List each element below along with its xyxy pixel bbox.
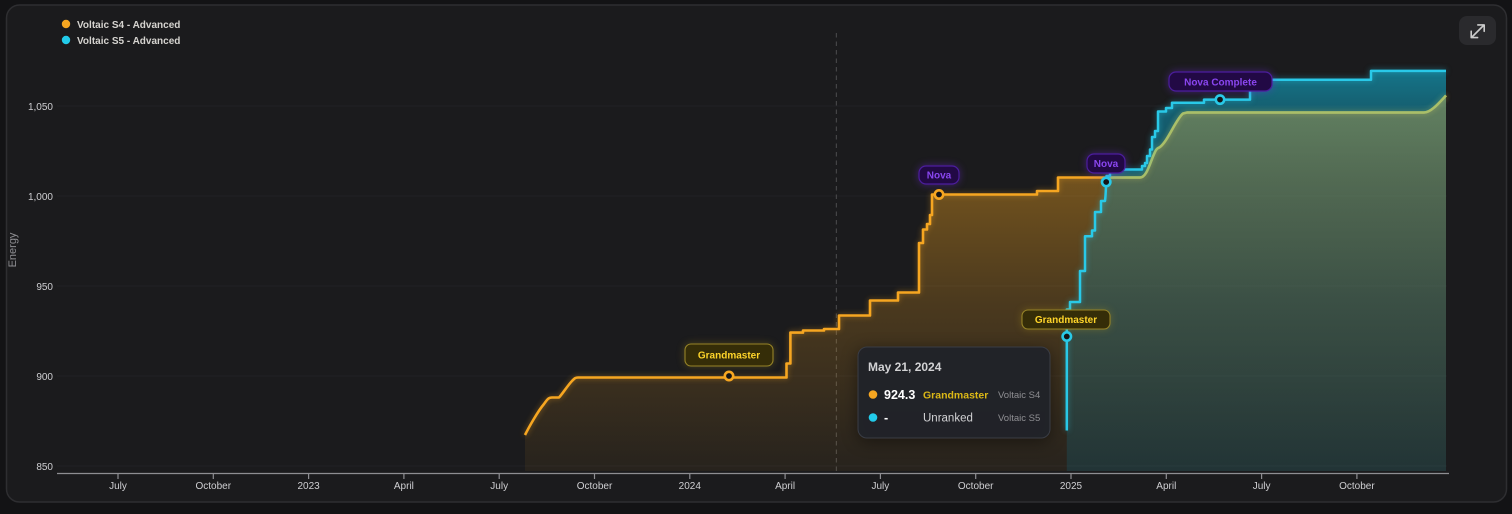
svg-text:850: 850 [36, 462, 53, 473]
svg-text:April: April [1156, 481, 1176, 492]
svg-text:October: October [1339, 481, 1375, 492]
svg-text:October: October [196, 481, 232, 492]
svg-text:2025: 2025 [1060, 481, 1083, 492]
svg-text:October: October [958, 481, 994, 492]
svg-text:July: July [490, 481, 508, 492]
svg-text:April: April [394, 481, 414, 492]
svg-text:950: 950 [36, 282, 53, 293]
svg-text:July: July [872, 481, 890, 492]
svg-text:924.3: 924.3 [884, 388, 915, 402]
svg-text:900: 900 [36, 372, 53, 383]
svg-text:2024: 2024 [679, 481, 702, 492]
svg-text:Unranked: Unranked [923, 413, 973, 425]
svg-text:May 21, 2024: May 21, 2024 [868, 360, 942, 374]
svg-text:Voltaic S5 - Advanced: Voltaic S5 - Advanced [77, 36, 180, 47]
svg-text:Grandmaster: Grandmaster [698, 351, 760, 362]
svg-text:Voltaic S4: Voltaic S4 [998, 390, 1040, 401]
svg-text:Grandmaster: Grandmaster [1035, 315, 1097, 326]
svg-text:Voltaic S5: Voltaic S5 [998, 413, 1040, 424]
svg-text:Nova Complete: Nova Complete [1184, 78, 1257, 89]
svg-text:July: July [1253, 481, 1271, 492]
svg-text:Energy: Energy [7, 232, 19, 267]
svg-text:Nova: Nova [1094, 159, 1119, 170]
svg-text:Voltaic S4 - Advanced: Voltaic S4 - Advanced [77, 20, 180, 31]
svg-text:2023: 2023 [297, 481, 320, 492]
svg-text:Grandmaster: Grandmaster [923, 390, 988, 402]
svg-text:July: July [109, 481, 127, 492]
svg-text:-: - [884, 411, 888, 425]
svg-text:1,000: 1,000 [28, 192, 53, 203]
svg-text:1,050: 1,050 [28, 102, 53, 113]
svg-text:October: October [577, 481, 613, 492]
svg-text:Nova: Nova [927, 171, 952, 182]
svg-text:April: April [775, 481, 795, 492]
